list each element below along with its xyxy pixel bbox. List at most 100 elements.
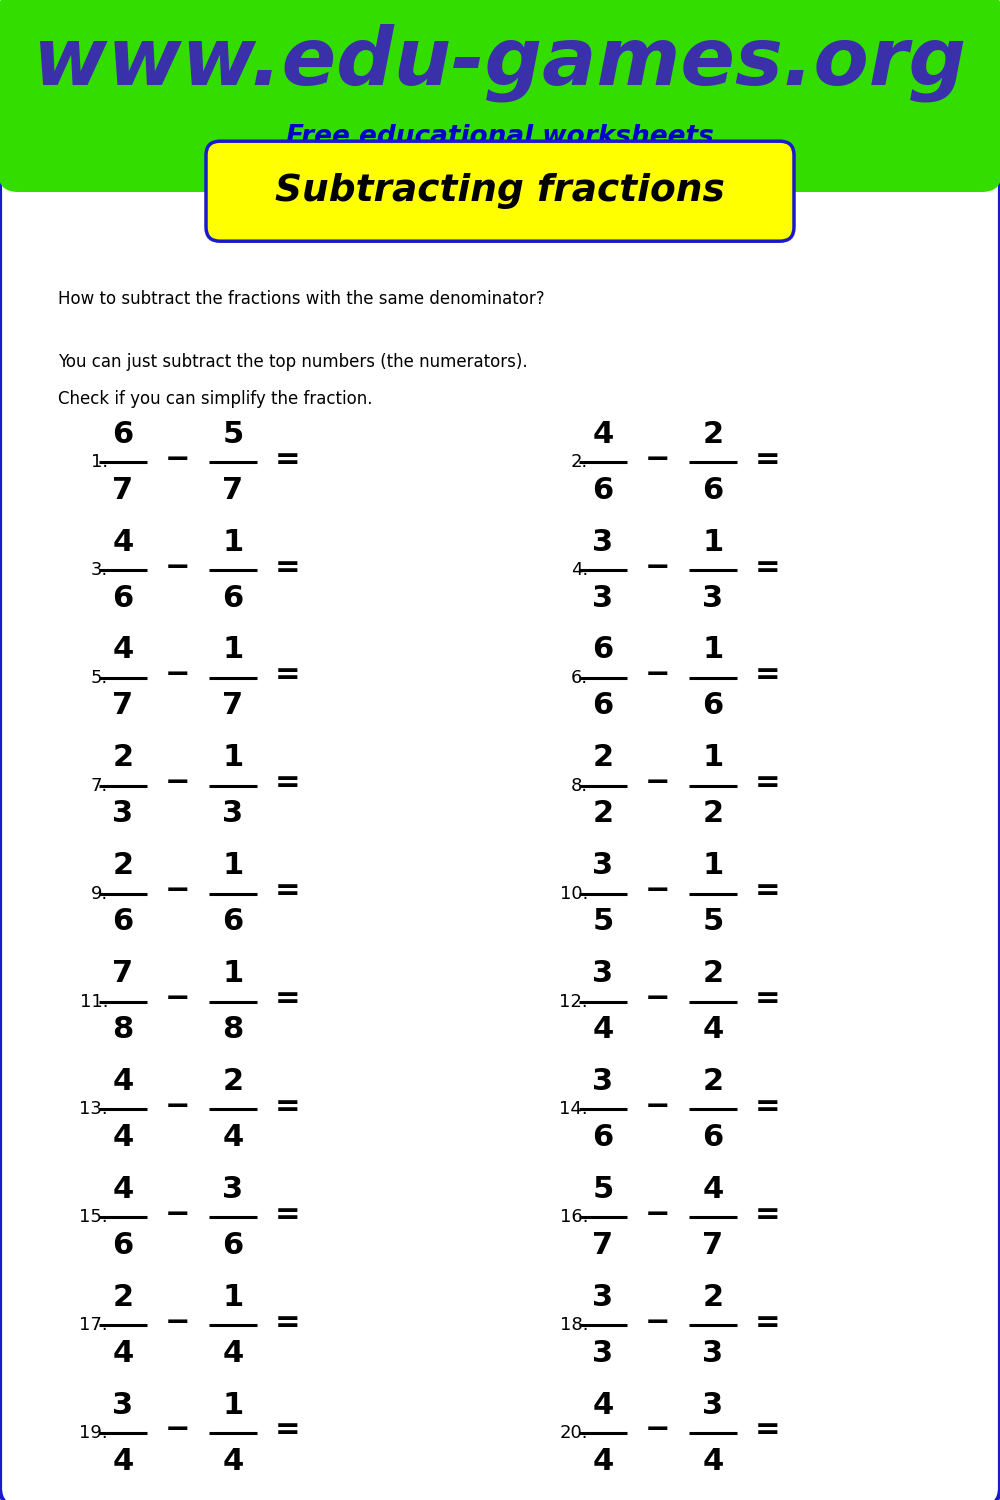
Text: 1: 1 xyxy=(702,528,724,556)
Text: 1: 1 xyxy=(702,636,724,664)
Text: 4: 4 xyxy=(592,1390,614,1419)
Text: 7: 7 xyxy=(112,958,134,988)
Text: 17.: 17. xyxy=(79,1316,108,1334)
Text: =: = xyxy=(755,444,781,474)
Text: =: = xyxy=(275,1200,301,1228)
Text: 1: 1 xyxy=(702,744,724,772)
Text: 2: 2 xyxy=(702,800,724,828)
Text: −: − xyxy=(645,552,671,582)
Text: 6: 6 xyxy=(222,908,244,936)
Text: =: = xyxy=(755,552,781,582)
Text: =: = xyxy=(275,444,301,474)
Text: 4: 4 xyxy=(112,1338,134,1368)
Text: 4: 4 xyxy=(112,1174,134,1204)
Text: 4: 4 xyxy=(592,420,614,448)
Text: 4: 4 xyxy=(592,1016,614,1044)
Text: −: − xyxy=(645,444,671,474)
Text: 2: 2 xyxy=(592,744,614,772)
Text: 2: 2 xyxy=(702,420,724,448)
Text: 7: 7 xyxy=(592,1232,614,1260)
Text: 4: 4 xyxy=(222,1446,244,1476)
Text: 6: 6 xyxy=(222,1232,244,1260)
Text: 4: 4 xyxy=(702,1446,724,1476)
Text: 1: 1 xyxy=(222,528,244,556)
Text: =: = xyxy=(755,984,781,1012)
Text: 1: 1 xyxy=(222,850,244,880)
Text: 3: 3 xyxy=(112,800,134,828)
Text: 2: 2 xyxy=(702,1066,724,1096)
Text: 6: 6 xyxy=(592,476,614,504)
Text: −: − xyxy=(645,768,671,798)
Text: 2: 2 xyxy=(112,1282,134,1311)
Text: 8: 8 xyxy=(112,1016,134,1044)
Text: −: − xyxy=(645,984,671,1012)
Text: 2: 2 xyxy=(592,800,614,828)
Text: 5: 5 xyxy=(592,908,614,936)
Text: =: = xyxy=(275,876,301,904)
Text: 6: 6 xyxy=(222,584,244,612)
Text: =: = xyxy=(755,1416,781,1444)
Text: 14.: 14. xyxy=(559,1101,588,1119)
Text: 3: 3 xyxy=(592,528,614,556)
Text: 3: 3 xyxy=(222,800,244,828)
Text: −: − xyxy=(165,1416,191,1444)
Text: =: = xyxy=(275,1416,301,1444)
Text: 10.: 10. xyxy=(560,885,588,903)
Text: 2: 2 xyxy=(702,1282,724,1311)
Text: 6: 6 xyxy=(702,476,724,504)
Text: You can just subtract the top numbers (the numerators).: You can just subtract the top numbers (t… xyxy=(58,352,528,370)
Text: 6: 6 xyxy=(112,1232,134,1260)
Text: 12.: 12. xyxy=(559,993,588,1011)
Text: www.edu-games.org: www.edu-games.org xyxy=(33,24,967,102)
Text: =: = xyxy=(755,660,781,690)
Text: 6: 6 xyxy=(702,1124,724,1152)
Text: −: − xyxy=(165,1092,191,1120)
Text: =: = xyxy=(275,768,301,798)
Text: 7: 7 xyxy=(222,476,244,504)
Text: 5: 5 xyxy=(592,1174,614,1204)
Text: =: = xyxy=(755,876,781,904)
Text: 3: 3 xyxy=(592,850,614,880)
Text: =: = xyxy=(275,552,301,582)
Text: 5: 5 xyxy=(222,420,244,448)
Text: −: − xyxy=(645,1416,671,1444)
Text: =: = xyxy=(275,1308,301,1336)
Text: 3: 3 xyxy=(112,1390,134,1419)
Text: −: − xyxy=(165,1308,191,1336)
Text: 2.: 2. xyxy=(571,453,588,471)
Text: 6: 6 xyxy=(112,908,134,936)
Text: 6.: 6. xyxy=(571,669,588,687)
Text: 2: 2 xyxy=(112,850,134,880)
Text: 15.: 15. xyxy=(79,1209,108,1227)
Text: 1: 1 xyxy=(222,1390,244,1419)
Text: 6: 6 xyxy=(702,692,724,720)
Text: =: = xyxy=(755,1092,781,1120)
Text: 1: 1 xyxy=(222,744,244,772)
Text: 6: 6 xyxy=(112,420,134,448)
Text: −: − xyxy=(645,1200,671,1228)
Text: −: − xyxy=(165,1200,191,1228)
Text: 7: 7 xyxy=(702,1232,724,1260)
Text: 7.: 7. xyxy=(91,777,108,795)
Text: 4: 4 xyxy=(222,1124,244,1152)
Text: 1: 1 xyxy=(222,958,244,988)
Text: 3: 3 xyxy=(222,1174,244,1204)
Text: =: = xyxy=(755,768,781,798)
Text: 4: 4 xyxy=(112,1446,134,1476)
Text: 1: 1 xyxy=(222,1282,244,1311)
Text: 6: 6 xyxy=(592,692,614,720)
Text: −: − xyxy=(645,1308,671,1336)
Text: 8.: 8. xyxy=(571,777,588,795)
Text: −: − xyxy=(165,552,191,582)
Text: 5: 5 xyxy=(702,908,724,936)
Text: −: − xyxy=(645,1092,671,1120)
Text: 6: 6 xyxy=(112,584,134,612)
Text: =: = xyxy=(755,1308,781,1336)
Text: 3.: 3. xyxy=(91,561,108,579)
Text: Check if you can simplify the fraction.: Check if you can simplify the fraction. xyxy=(58,390,372,408)
Text: −: − xyxy=(165,444,191,474)
Text: 8: 8 xyxy=(222,1016,244,1044)
FancyBboxPatch shape xyxy=(0,0,1000,192)
Text: 4: 4 xyxy=(112,1124,134,1152)
Text: −: − xyxy=(645,660,671,690)
